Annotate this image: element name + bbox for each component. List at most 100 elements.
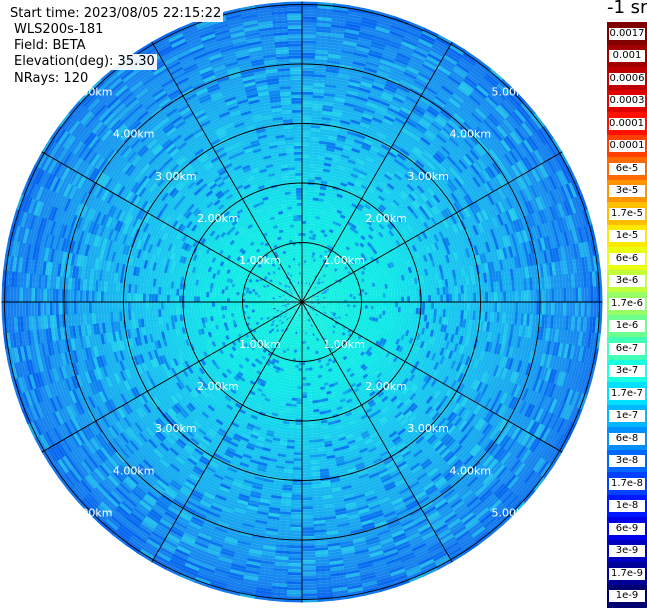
gate-cell [296,413,302,416]
gate-cell [302,191,308,194]
gate-cell [295,257,298,260]
gate-cell [239,295,242,299]
gate-cell [353,294,356,297]
gate-cell [291,398,297,401]
gate-cell [290,188,296,191]
gate-cell [224,298,227,302]
gate-cell [304,266,306,269]
gate-cell [425,302,428,309]
gate-cell [297,398,302,401]
gate-cell [302,200,308,203]
gate-cell [291,401,297,404]
gate-cell [227,309,231,313]
gate-cell [335,298,338,300]
gate-cell [395,307,398,312]
gate-cell [302,416,308,419]
gate-cell [221,302,224,306]
gate-cell [251,307,254,310]
gate-cell [364,292,368,296]
gate-cell [347,307,350,310]
gate-cell [297,206,302,209]
gate-cell [188,296,191,302]
gate-cell [298,365,302,368]
gate-cell [373,290,377,294]
gate-cell [362,305,365,309]
gate-cell [401,297,404,303]
gate-cell [305,353,308,356]
gate-cell [297,215,302,218]
gate-cell [307,401,313,404]
gate-cell [291,404,297,407]
gate-cell [295,230,299,233]
gate-cell [383,306,386,311]
gate-cell [310,379,315,383]
gate-cell [215,311,219,316]
gate-cell [289,221,294,225]
gate-cell [179,295,182,302]
gate-cell [293,355,296,358]
gate-cell [218,306,221,311]
gate-cell [380,302,383,306]
gate-cell [292,389,297,392]
gate-cell [294,347,297,350]
gate-cell [185,296,188,302]
gate-cell [302,425,309,428]
gate-cell [365,295,368,299]
gate-cell [389,307,392,312]
gate-cell [297,209,302,212]
gate-cell [362,295,365,299]
gate-cell [425,308,429,315]
gate-cell [380,294,383,299]
gate-cell [410,290,413,296]
gate-cell [304,257,307,260]
gate-cell [298,371,302,374]
gate-cell [311,218,316,222]
gate-cell [302,239,305,242]
gate-cell [307,392,312,395]
gate-cell [306,389,311,392]
gate-cell [297,386,302,389]
gate-cell [292,364,296,367]
gate-cell [245,296,248,299]
gate-cell [392,307,395,312]
gate-cell [200,291,203,297]
gate-cell [311,209,316,213]
gate-cell [297,350,300,353]
gate-cell [188,308,191,314]
gate-cell [233,302,236,306]
gate-cell [309,364,313,368]
gate-cell [197,296,200,302]
gate-cell [293,383,298,386]
gate-cell [294,221,299,224]
gate-cell [383,302,386,307]
gate-cell [391,311,395,316]
gate-cell [407,302,410,308]
gate-cell [306,218,311,221]
gate-cell [335,304,338,306]
gate-cell [302,203,307,206]
gate-cell [306,224,310,227]
gate-cell [395,297,398,302]
gate-cell [296,356,299,359]
gate-cell [302,392,307,395]
gate-cell [308,185,315,189]
gate-cell [191,307,194,313]
gate-cell [392,302,395,307]
gate-cell [365,305,368,309]
gate-cell [344,304,347,307]
gate-cell [308,413,314,416]
gate-cell [306,374,310,377]
gate-cell [233,295,236,299]
gate-cell [386,293,389,298]
gate-cell [191,290,194,296]
gate-cell [307,200,313,203]
gate-cell [308,191,314,194]
gate-cell [377,294,380,298]
gate-cell [289,379,294,383]
gate-cell [298,218,303,221]
gate-cell [310,221,315,225]
gate-cell [386,302,389,307]
gate-cell [209,292,212,297]
gate-cell [370,291,373,295]
gate-cell [362,302,365,305]
